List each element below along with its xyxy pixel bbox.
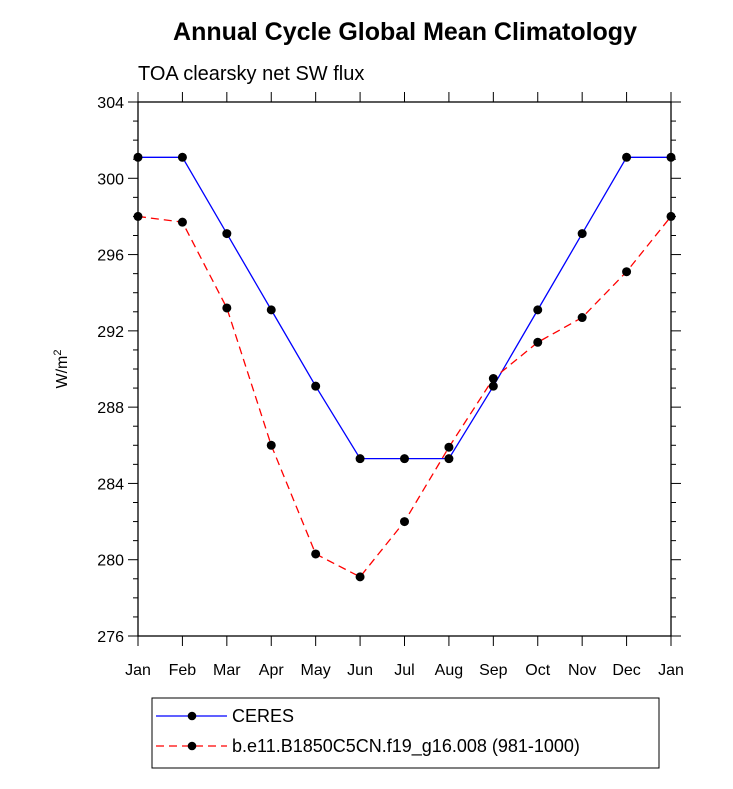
x-tick-label: May xyxy=(301,662,331,679)
x-tick-label: Jun xyxy=(347,662,373,679)
x-tick-label: Dec xyxy=(612,662,640,679)
y-tick-label: 304 xyxy=(97,95,124,112)
series-1-point xyxy=(400,517,409,527)
series-0-point xyxy=(444,454,454,464)
legend-marker-model xyxy=(187,741,197,751)
x-tick-label: Jan xyxy=(658,662,684,679)
series-0-point xyxy=(400,454,409,464)
series-1-point xyxy=(666,211,676,221)
y-tick-label: 276 xyxy=(97,629,124,646)
legend-label-model: b.e11.B1850C5CN.f19_g16.008 (981-1000) xyxy=(232,736,580,757)
series-1-point xyxy=(444,442,454,452)
series-0-point xyxy=(222,229,232,239)
x-tick-label: Oct xyxy=(525,662,550,679)
legend-box xyxy=(151,697,660,769)
x-tick-label: Mar xyxy=(213,662,241,679)
x-tick-label: Feb xyxy=(169,662,197,679)
series-1-point xyxy=(222,303,232,313)
series-1-point xyxy=(177,217,187,227)
y-tick-label: 296 xyxy=(97,248,124,265)
series-layer xyxy=(133,152,676,582)
series-0-point xyxy=(533,305,543,315)
series-1-point xyxy=(133,211,143,221)
plot-frame xyxy=(137,101,672,637)
x-tick-label: Aug xyxy=(435,662,463,679)
series-0-point xyxy=(622,152,632,162)
y-tick-label: 288 xyxy=(97,400,124,417)
series-1-point xyxy=(577,313,587,323)
x-tick-label: Sep xyxy=(479,662,508,679)
series-0-point xyxy=(488,381,498,391)
series-1-point xyxy=(311,549,321,559)
chart-subtitle: TOA clearsky net SW flux xyxy=(138,63,364,85)
series-0-point xyxy=(311,381,321,391)
series-0-point xyxy=(133,152,143,162)
y-axis-label-text: W/m xyxy=(54,356,71,389)
series-1-point xyxy=(266,440,276,450)
series-0-point xyxy=(266,305,276,315)
legend-marker-ceres xyxy=(187,711,197,721)
y-tick-label: 292 xyxy=(97,324,124,341)
series-0-point xyxy=(177,152,187,162)
chart-title: Annual Cycle Global Mean Climatology xyxy=(173,18,637,46)
y-tick-label: 284 xyxy=(97,476,124,493)
x-tick-label: Jan xyxy=(125,662,151,679)
y-axis-label: W/m2 xyxy=(52,350,71,389)
x-tick-label: Jul xyxy=(394,662,414,679)
x-tick-label: Nov xyxy=(568,662,596,679)
axes: 276 280 284 288 292 296 300 304 Jan Feb Mar Apr May J… xyxy=(97,92,684,679)
x-tick-label: Apr xyxy=(259,662,285,679)
y-tick-label: 280 xyxy=(97,553,124,570)
y-axis-label-superscript: 2 xyxy=(52,350,64,356)
series-1-point xyxy=(355,572,365,582)
series-1-point xyxy=(533,337,543,347)
series-0-point xyxy=(577,229,587,239)
y-tick-label: 300 xyxy=(97,171,124,188)
series-0-point xyxy=(666,152,676,162)
series-1-point xyxy=(622,267,632,277)
series-0-point xyxy=(355,454,365,464)
legend: CERES b.e11.B1850C5CN.f19_g16.008 (981-1… xyxy=(151,697,660,769)
series-1-point xyxy=(488,374,498,384)
legend-label-ceres: CERES xyxy=(232,706,294,726)
